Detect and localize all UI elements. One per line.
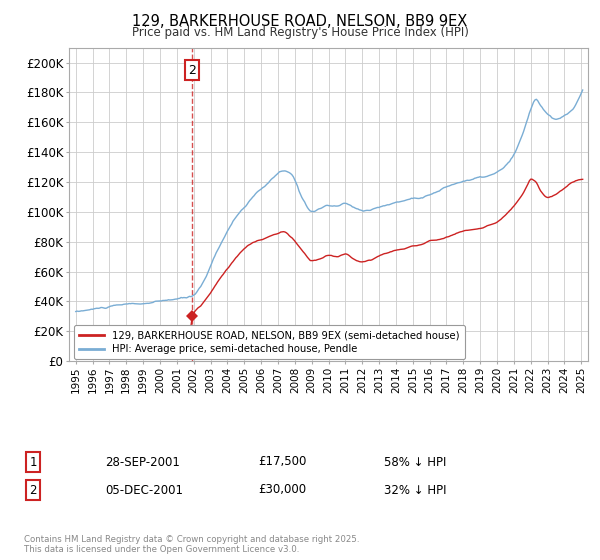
Text: 129, BARKERHOUSE ROAD, NELSON, BB9 9EX: 129, BARKERHOUSE ROAD, NELSON, BB9 9EX — [133, 14, 467, 29]
Legend: 129, BARKERHOUSE ROAD, NELSON, BB9 9EX (semi-detached house), HPI: Average price: 129, BARKERHOUSE ROAD, NELSON, BB9 9EX (… — [74, 325, 464, 360]
Text: 2: 2 — [188, 63, 196, 77]
Text: Contains HM Land Registry data © Crown copyright and database right 2025.
This d: Contains HM Land Registry data © Crown c… — [24, 535, 359, 554]
Text: Price paid vs. HM Land Registry's House Price Index (HPI): Price paid vs. HM Land Registry's House … — [131, 26, 469, 39]
Text: 32% ↓ HPI: 32% ↓ HPI — [384, 483, 446, 497]
Text: 05-DEC-2001: 05-DEC-2001 — [105, 483, 183, 497]
Text: 28-SEP-2001: 28-SEP-2001 — [105, 455, 180, 469]
Text: 1: 1 — [29, 455, 37, 469]
Text: 58% ↓ HPI: 58% ↓ HPI — [384, 455, 446, 469]
Text: £17,500: £17,500 — [258, 455, 307, 469]
Text: £30,000: £30,000 — [258, 483, 306, 497]
Text: 2: 2 — [29, 483, 37, 497]
